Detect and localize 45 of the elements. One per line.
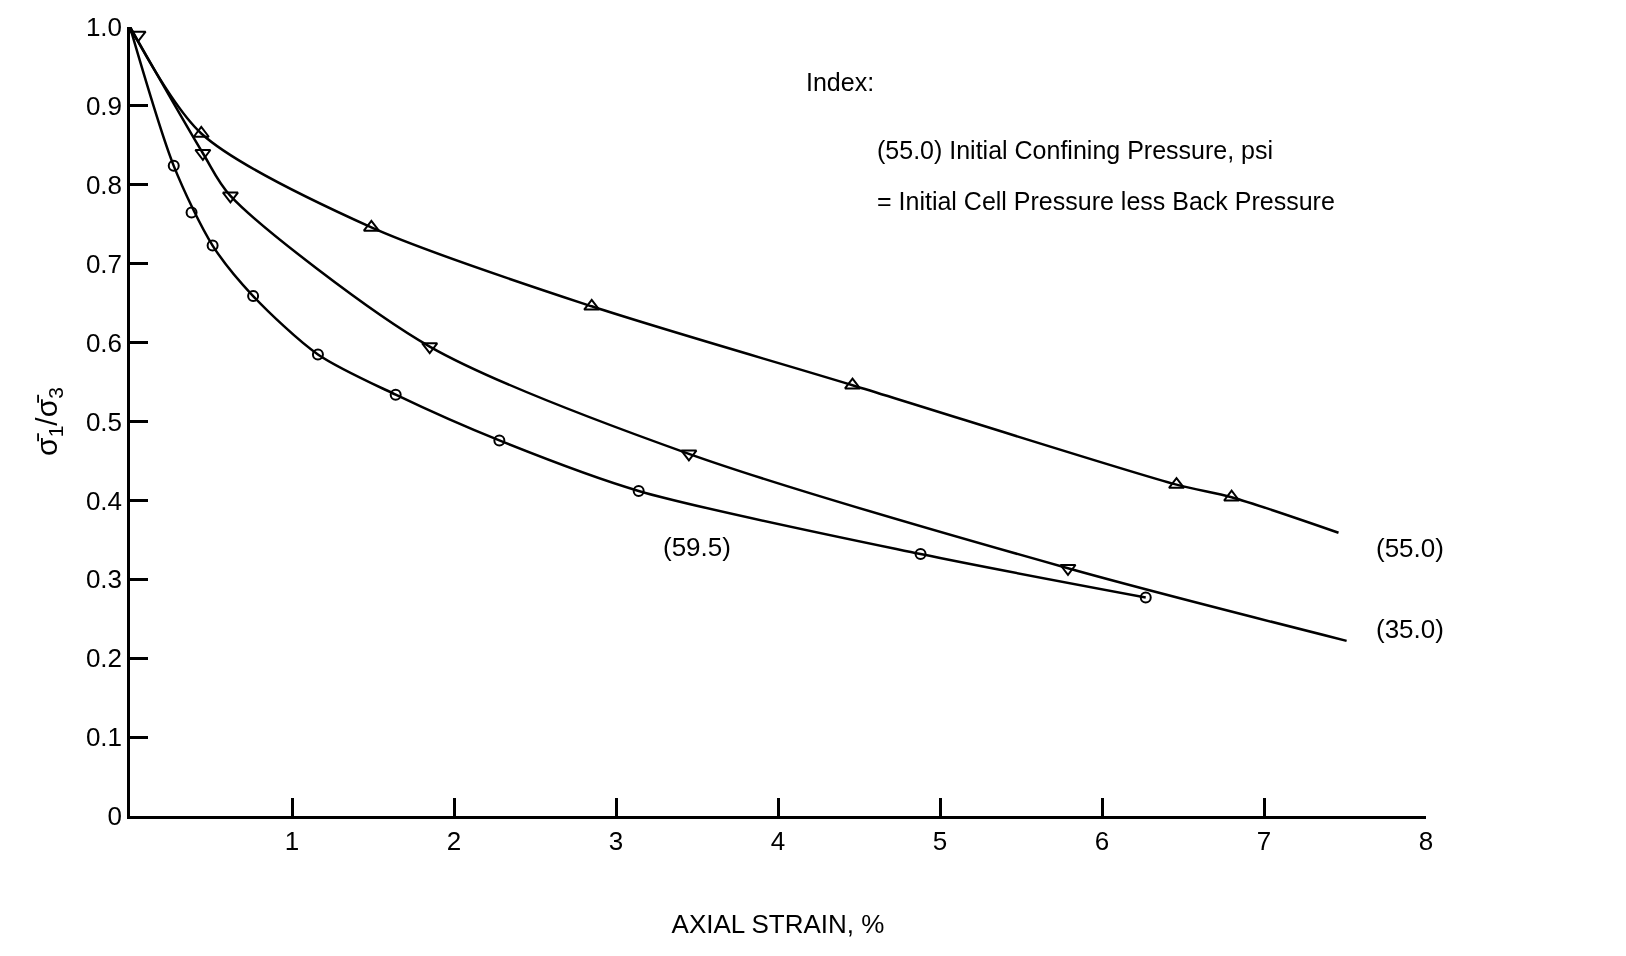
point (421, 342, 439, 355)
x-tick-label: 8 (1418, 825, 1434, 856)
y-tick-label: 1.0 (85, 12, 123, 43)
y-tick-label: 0.7 (85, 248, 123, 279)
point (362, 219, 380, 232)
point (1139, 591, 1152, 604)
y-tick-label: 0.6 (85, 327, 123, 358)
point (206, 239, 219, 252)
y-tick-label: 0.2 (85, 643, 123, 674)
point (194, 148, 212, 161)
x-tick-label: 6 (1094, 825, 1110, 856)
annotation: (55.0) Initial Confining Pressure, psi (877, 136, 1274, 164)
point (1223, 489, 1241, 502)
point (389, 388, 402, 401)
annotation: (55.0) (1376, 533, 1444, 563)
point (185, 206, 198, 219)
y-tick-label: 0.8 (85, 169, 123, 200)
x-axis-title: AXIAL STRAIN, % (671, 908, 885, 939)
point (247, 290, 260, 303)
x-tick-label: 4 (770, 825, 786, 856)
x-tick-label: 7 (1256, 825, 1272, 856)
point (493, 434, 506, 447)
y-tick-label: 0.9 (85, 91, 123, 121)
annotation: = Initial Cell Pressure less Back Pressure (877, 187, 1335, 215)
point (632, 484, 645, 497)
x-tick-label: 1 (284, 825, 300, 856)
annotation: (59.5) (663, 532, 731, 562)
x-tick-label: 3 (608, 825, 624, 856)
annotation: (35.0) (1376, 614, 1444, 644)
y-tick-label: 0.1 (85, 722, 123, 753)
point (167, 159, 180, 172)
point (130, 30, 147, 43)
point (221, 191, 239, 204)
point (311, 348, 324, 361)
y-tick-label: 0 (107, 801, 123, 832)
y-tick-label: 0.3 (85, 564, 123, 595)
y-tick-label: 0.4 (85, 485, 123, 516)
x-tick-label: 5 (932, 825, 948, 856)
point (583, 298, 601, 311)
annotation: Index: (806, 68, 875, 96)
point (914, 548, 927, 561)
point (680, 449, 698, 462)
x-tick-label: 2 (446, 825, 462, 856)
y-tick-label: 0.5 (85, 406, 123, 437)
point (844, 377, 862, 390)
